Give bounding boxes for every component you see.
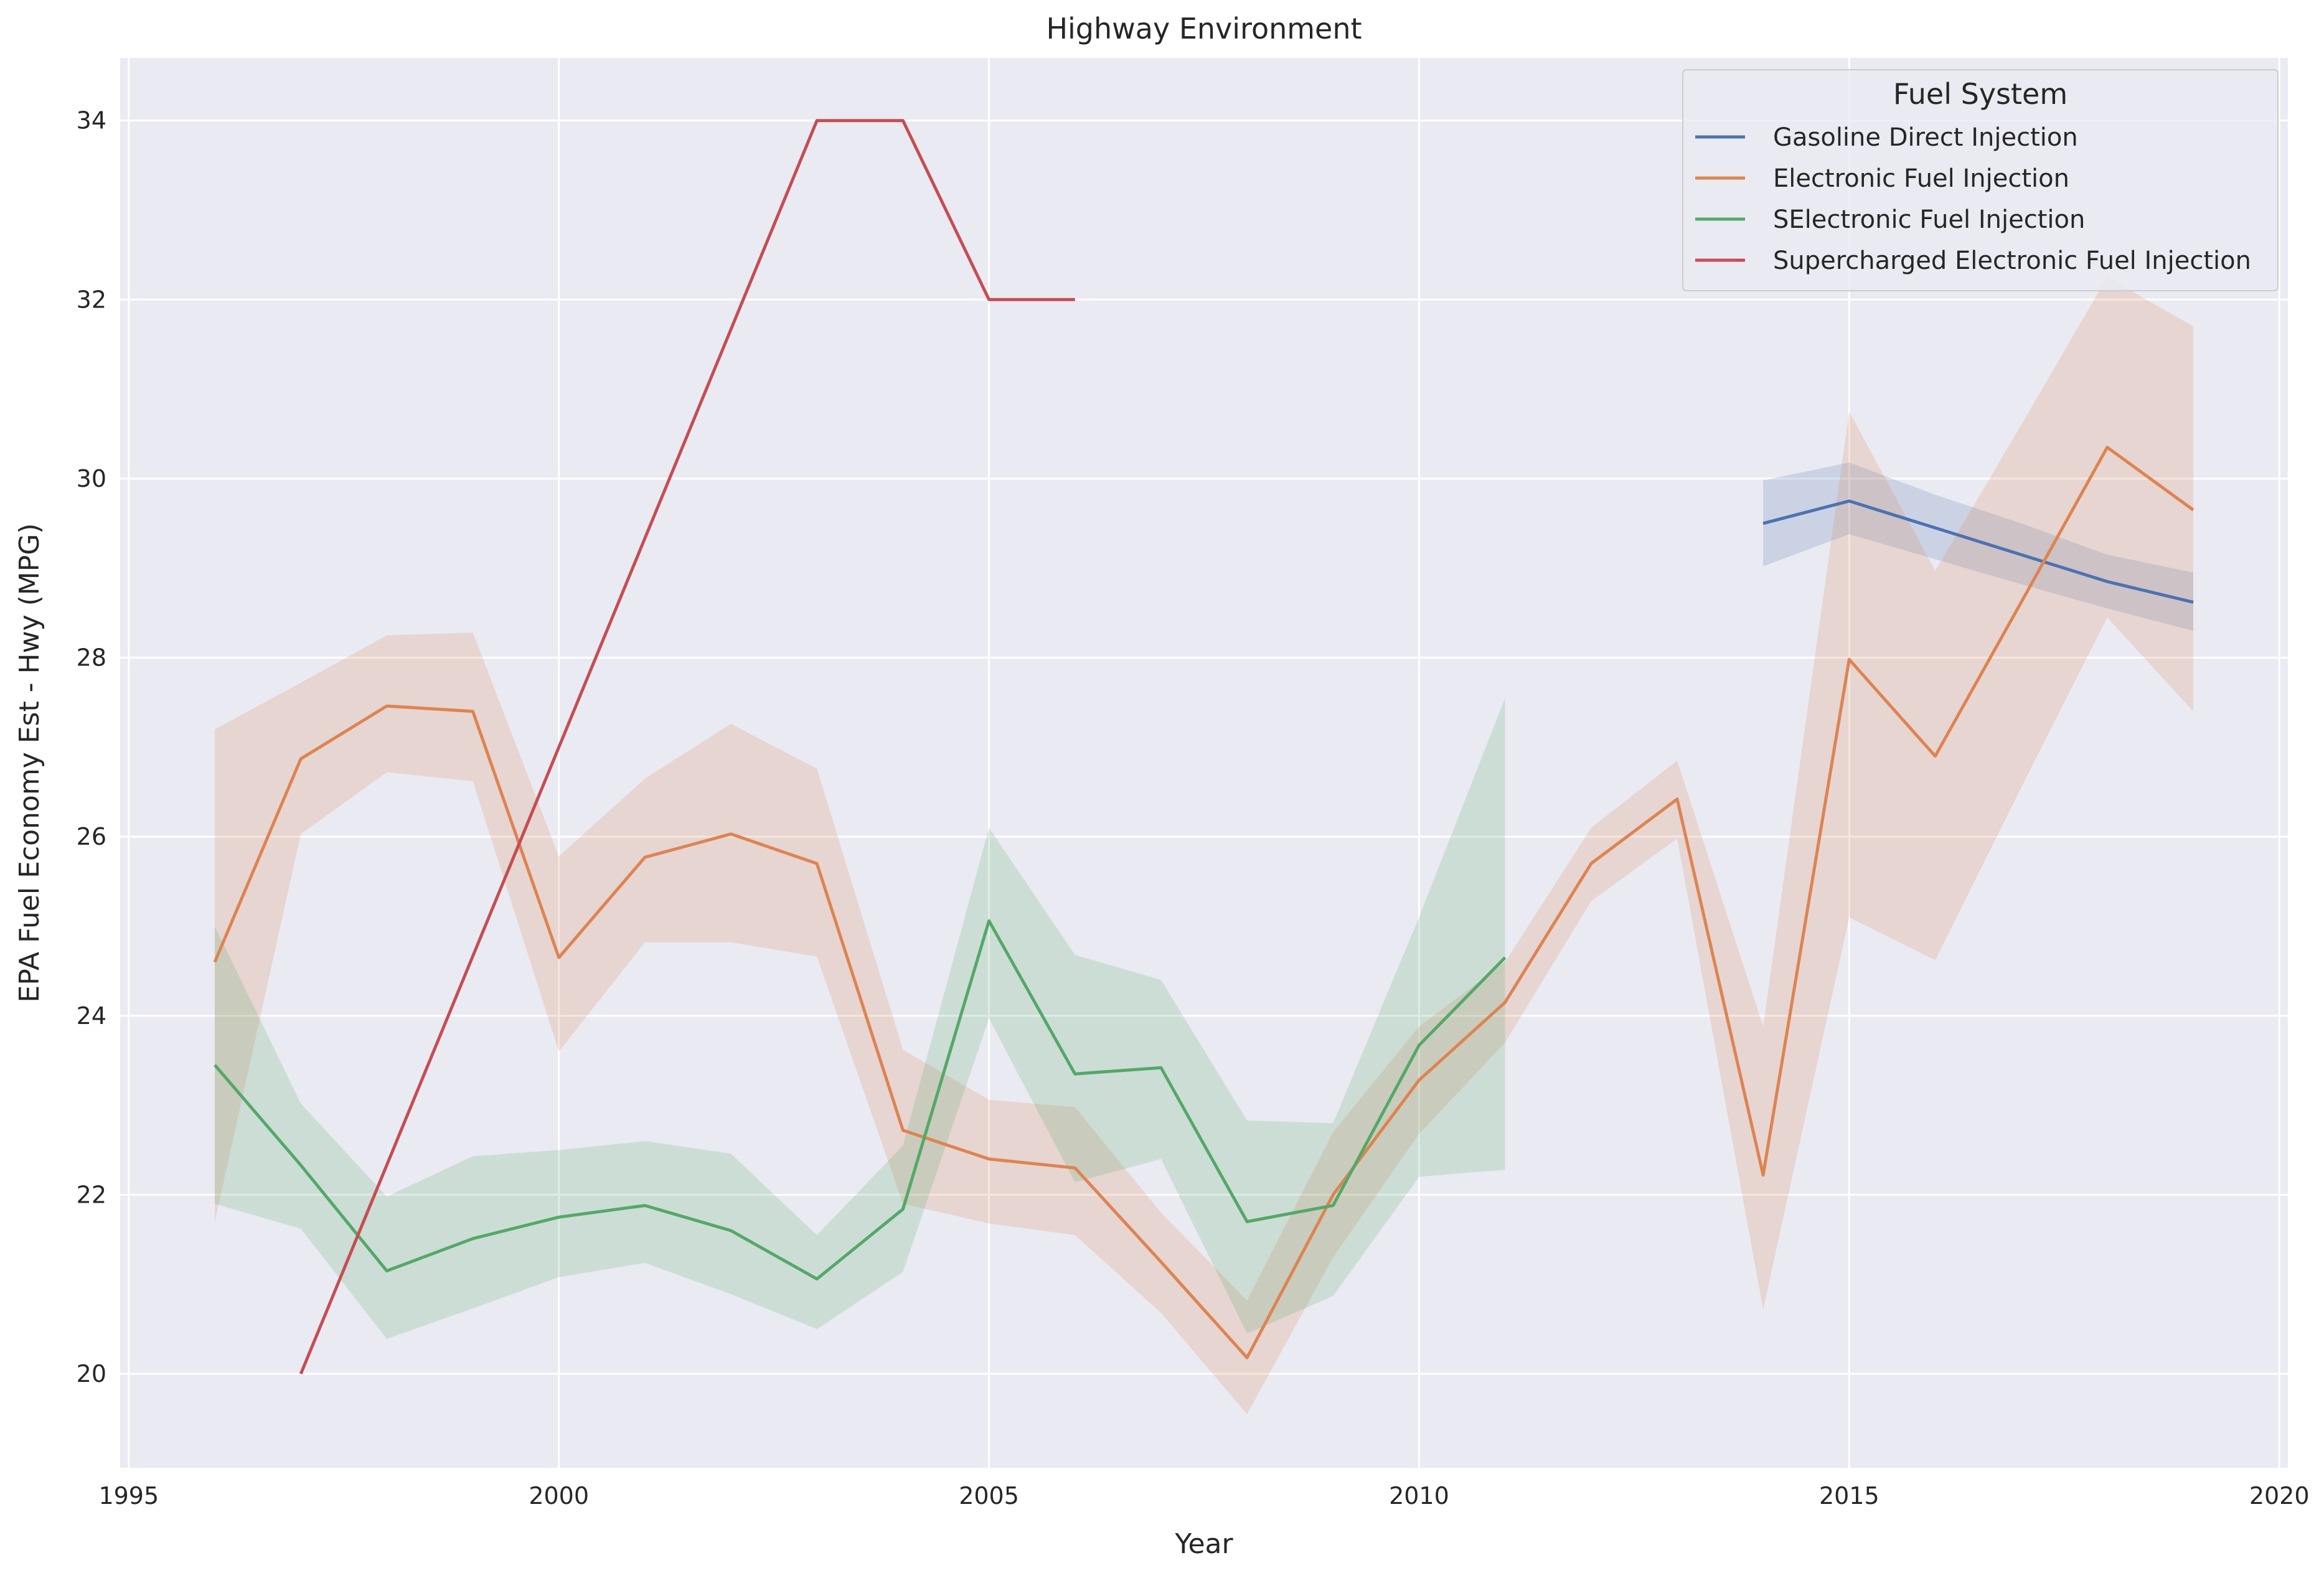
legend: Fuel System Gasoline Direct Injection Ele…: [1682, 69, 2279, 291]
x-tick-label: 2000: [529, 1482, 589, 1510]
series-line: [214, 919, 1507, 1281]
confidence-band: [215, 698, 1505, 1339]
legend-items: Gasoline Direct Injection Electronic Fuel…: [1695, 123, 2251, 275]
y-tick-label: 20: [77, 1360, 106, 1388]
x-axis-label: Year: [1174, 1528, 1233, 1560]
y-axis-label: EPA Fuel Economy Est - Hwy (MPG): [14, 523, 45, 1002]
plot-area: [120, 58, 2288, 1468]
y-axis-ticks: 20 22 24 26 28 30 32 34: [77, 107, 106, 1388]
legend-title: Fuel System: [1893, 77, 2068, 111]
x-tick-label: 2015: [1819, 1482, 1879, 1510]
grid-lines: [120, 58, 2288, 1468]
y-tick-label: 30: [77, 465, 106, 492]
y-tick-label: 28: [77, 644, 106, 672]
x-axis-ticks: 1995 2000 2005 2010 2015 2020: [98, 1482, 2309, 1510]
y-tick-label: 22: [77, 1181, 106, 1208]
x-tick-label: 1995: [98, 1482, 159, 1510]
legend-label: SElectronic Fuel Injection: [1773, 205, 2085, 234]
x-tick-label: 2020: [2249, 1482, 2310, 1510]
legend-label: Gasoline Direct Injection: [1773, 123, 2078, 152]
legend-label: Supercharged Electronic Fuel Injection: [1773, 247, 2251, 275]
confidence-bands: [215, 277, 2193, 1414]
y-tick-label: 24: [77, 1002, 106, 1030]
series-line: [299, 119, 1075, 1374]
x-tick-label: 2005: [959, 1482, 1019, 1510]
chart-title: Highway Environment: [1046, 12, 1362, 45]
legend-label: Electronic Fuel Injection: [1773, 164, 2069, 193]
legend-box: [1682, 69, 2279, 291]
y-tick-label: 34: [77, 107, 106, 134]
y-tick-label: 26: [77, 823, 106, 850]
confidence-band: [215, 277, 2193, 1414]
series-lines: [213, 119, 2195, 1374]
series-line: [1762, 499, 2194, 604]
confidence-band: [1763, 463, 2193, 631]
series-line: [213, 446, 2195, 1360]
y-tick-label: 32: [77, 286, 106, 313]
x-tick-label: 2010: [1389, 1482, 1449, 1510]
